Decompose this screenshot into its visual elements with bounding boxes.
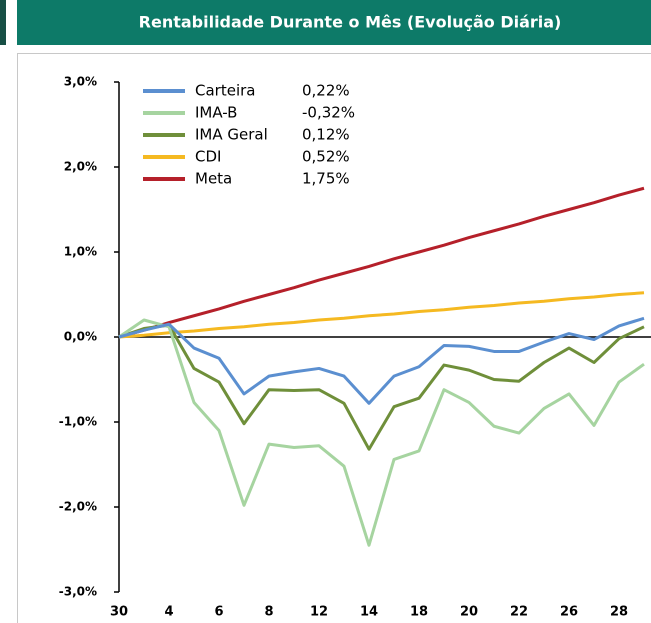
panel-border: [17, 53, 651, 623]
series-line: [118, 316, 645, 405]
legend-label: Carteira: [195, 82, 255, 100]
y-tick-label: -1,0%: [59, 415, 97, 429]
x-tick-label: 18: [410, 605, 428, 620]
legend-label: CDI: [195, 148, 221, 166]
legend-value: 1,75%: [302, 170, 350, 188]
header-bar: [17, 0, 651, 45]
legend-value: 0,22%: [302, 82, 350, 100]
legend-label: IMA Geral: [195, 126, 268, 144]
series-line: [118, 323, 645, 451]
y-tick-label: 1,0%: [64, 245, 97, 259]
x-tick-label: 8: [264, 605, 273, 620]
x-tick-label: 4: [164, 605, 173, 620]
legend-label: IMA-B: [195, 104, 237, 122]
legend-value: 0,12%: [302, 126, 350, 144]
x-tick-label: 30: [110, 605, 128, 620]
x-tick-label: 12: [310, 605, 328, 620]
legend-value: -0,32%: [302, 104, 355, 122]
y-tick-label: 0,0%: [64, 330, 97, 344]
series-line: [118, 186, 645, 339]
series-line: [118, 318, 645, 547]
legend-label: Meta: [195, 170, 232, 188]
x-tick-label: 26: [560, 605, 578, 620]
x-tick-label: 6: [214, 605, 223, 620]
y-tick-label: -2,0%: [59, 500, 97, 514]
x-tick-label: 28: [610, 605, 628, 620]
x-tick-label: 22: [510, 605, 528, 620]
y-tick-label: -3,0%: [59, 585, 97, 599]
x-tick-label: 14: [360, 605, 378, 620]
y-tick-label: 3,0%: [64, 75, 97, 89]
side-block: [0, 0, 6, 45]
chart-title: Rentabilidade Durante o Mês (Evolução Di…: [139, 13, 562, 32]
series-line: [118, 291, 645, 339]
x-tick-label: 20: [460, 605, 478, 620]
legend-value: 0,52%: [302, 148, 350, 166]
y-tick-label: 2,0%: [64, 160, 97, 174]
